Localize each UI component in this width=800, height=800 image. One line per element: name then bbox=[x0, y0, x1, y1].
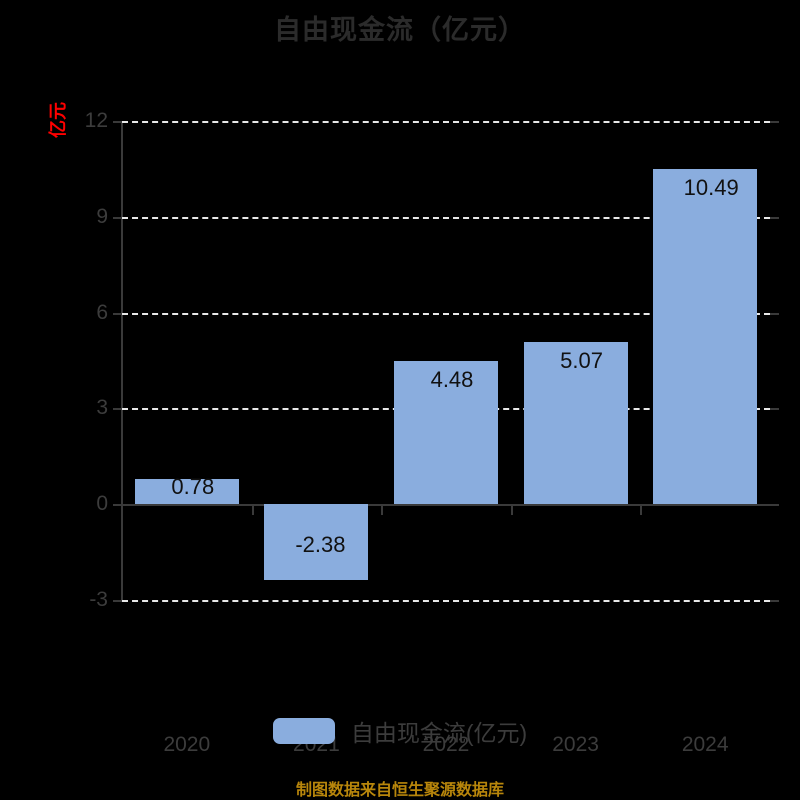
bar-value-label-2023: 5.07 bbox=[560, 348, 604, 374]
y-axis-tick bbox=[113, 121, 122, 123]
y-axis-tick-label: 9 bbox=[96, 204, 108, 228]
bar-2020[interactable] bbox=[134, 479, 239, 505]
y-axis-tick bbox=[113, 504, 122, 507]
bar-value-label-2024: 10.49 bbox=[683, 175, 739, 201]
gridline bbox=[122, 312, 770, 315]
x-axis-tick-label-2024: 2024 bbox=[681, 733, 729, 756]
y-axis-tick bbox=[113, 216, 122, 219]
bar-value-label-2021: -2.38 bbox=[295, 532, 346, 558]
x-axis-tick-label-2022: 2022 bbox=[422, 733, 470, 756]
gridline bbox=[122, 121, 770, 123]
y-axis-unit-label: 亿元 bbox=[48, 102, 68, 138]
y-axis-tick-label: 12 bbox=[84, 109, 108, 132]
y-axis-tick-right bbox=[770, 121, 779, 123]
x-axis-tick bbox=[510, 504, 513, 516]
gridline bbox=[122, 216, 770, 219]
y-axis-tick-right bbox=[770, 216, 779, 219]
bar-value-label-2022: 4.48 bbox=[430, 367, 474, 393]
y-axis-tick-right bbox=[770, 312, 779, 315]
legend-swatch-icon bbox=[272, 718, 335, 744]
y-axis-tick-label: 3 bbox=[96, 396, 108, 420]
x-axis-tick bbox=[251, 504, 254, 516]
y-axis-tick bbox=[113, 312, 122, 315]
bar-2021[interactable] bbox=[264, 504, 369, 581]
y-axis-line bbox=[121, 121, 123, 600]
y-axis-tick-right bbox=[770, 408, 779, 411]
y-axis-tick-right bbox=[770, 600, 779, 602]
y-axis-tick bbox=[113, 408, 122, 411]
chart-title: 自由现金流（亿元） bbox=[274, 15, 526, 45]
chart-legend: 自由现金流(亿元) bbox=[0, 714, 800, 748]
x-axis-tick-label-2020: 2020 bbox=[163, 733, 211, 756]
bar-2022[interactable] bbox=[394, 361, 498, 505]
bar-value-label-2020: 0.78 bbox=[171, 474, 215, 500]
x-axis-tick-label-2023: 2023 bbox=[552, 733, 599, 756]
x-axis-tick bbox=[640, 504, 643, 516]
bar-2023[interactable] bbox=[523, 342, 628, 505]
legend-item-label: 自由现金流(亿元) bbox=[350, 720, 528, 746]
zero-baseline bbox=[121, 504, 771, 507]
footer-attribution: 制图数据来自恒生聚源数据库 bbox=[295, 782, 504, 799]
plot-area: 12 9 6 3 0 -3 0.78 2020 -2.38 2021 4.48 2022 5.07 202… bbox=[85, 109, 779, 756]
x-axis-tick bbox=[381, 504, 384, 516]
y-axis-tick bbox=[113, 600, 122, 602]
y-axis-tick-right bbox=[770, 504, 779, 507]
y-axis-tick-label: 0 bbox=[96, 492, 108, 516]
y-axis-tick-label: -3 bbox=[89, 588, 108, 611]
y-axis-tick-label: 6 bbox=[96, 300, 108, 324]
bar-2024[interactable] bbox=[653, 169, 758, 505]
gridline bbox=[122, 600, 770, 602]
